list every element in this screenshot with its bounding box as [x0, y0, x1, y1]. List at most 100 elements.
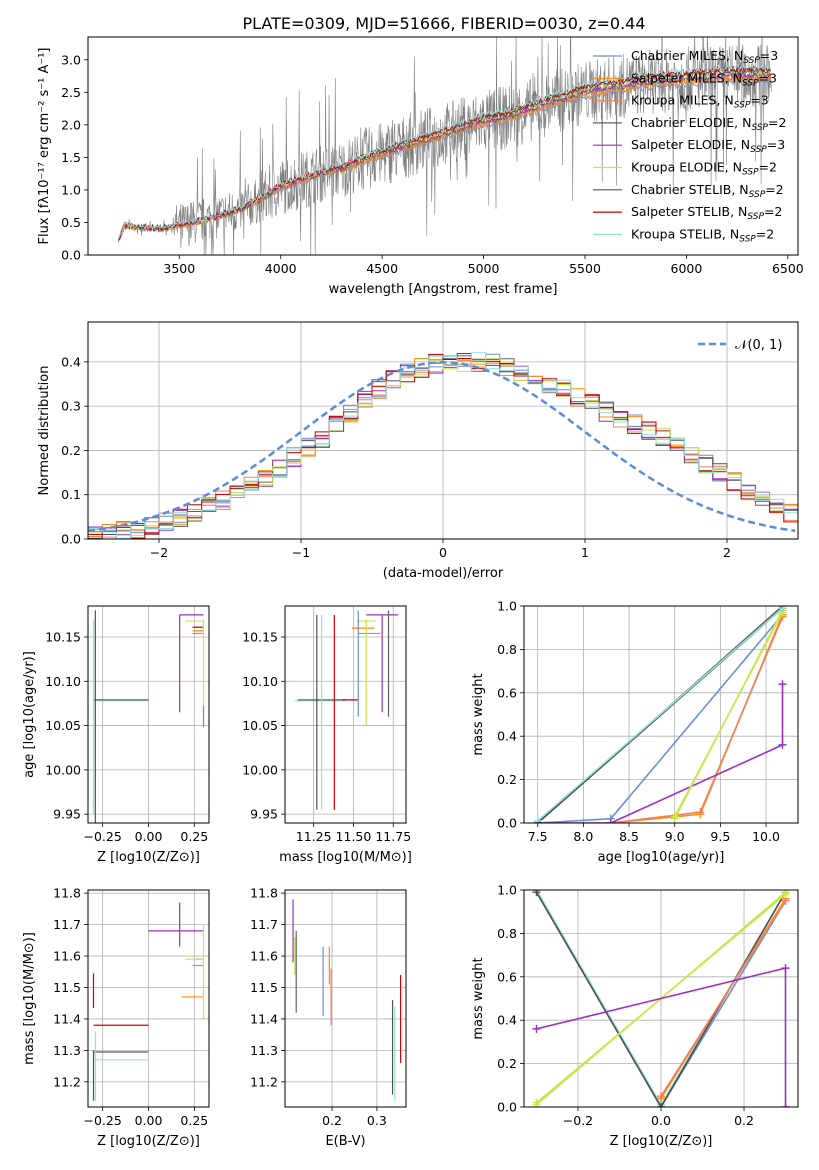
y-tick-label: 0.4 — [497, 729, 517, 744]
plot-area — [294, 610, 399, 810]
plot-area — [532, 890, 790, 1107]
y-tick-label: 1.0 — [497, 883, 517, 898]
y-tick-label: 1.0 — [61, 182, 81, 197]
x-axis-label: Z [log10(Z/Z⊙)] — [610, 1134, 713, 1149]
histogram-kroupa-elodie — [88, 358, 798, 539]
y-tick-label: 0.8 — [497, 926, 517, 941]
series-marker — [781, 890, 790, 897]
x-tick-label: 11.75 — [375, 829, 411, 844]
y-axis-label: Flux [fλ10⁻¹⁷ erg cm⁻² s⁻¹ A⁻¹] — [37, 48, 52, 245]
axes-frame — [523, 605, 799, 824]
y-tick-label: 0.5 — [61, 215, 81, 230]
y-tick-label: 2.0 — [61, 117, 81, 132]
x-axis-label: mass [log10(M/M⊙)] — [279, 850, 412, 865]
y-tick-label: 10.00 — [45, 762, 81, 777]
plot-area — [92, 902, 205, 1101]
mass_weight_vs_Z-panel: −0.2 0.0 0.2 0.0 0.2 0.4 0.6 0.8 1.0 Z [log10(Z/Z… — [471, 883, 799, 1149]
x-tick-label: 0 — [439, 545, 447, 560]
y-tick-label: 10.15 — [242, 630, 278, 645]
residuals-panel: −2 −1 0 1 2 0.0 0.1 0.2 0.3 0.4 (data-model)/error… — [37, 321, 799, 581]
x-tick-label: 0.00 — [135, 829, 163, 844]
y-tick-label: 9.95 — [53, 807, 81, 822]
legend-label: 𝒩(0, 1) — [735, 338, 782, 353]
plot-area — [533, 606, 787, 823]
histogram-salpeter-stelib — [88, 354, 798, 539]
x-tick-label: −2 — [150, 545, 168, 560]
y-tick-label: 0.0 — [497, 1100, 517, 1115]
series-marker — [778, 680, 787, 689]
x-tick-label: 0.3 — [367, 1113, 387, 1128]
y-tick-label: 11.4 — [53, 1011, 81, 1026]
legend-label: Salpeter MILES, NSSP=3 — [631, 70, 777, 88]
series-line — [537, 684, 784, 823]
y-tick-label: 0.0 — [61, 532, 81, 547]
histogram-kroupa-stelib — [88, 352, 798, 539]
y-tick-label: 11.8 — [250, 886, 278, 901]
y-tick-label: 11.6 — [250, 949, 278, 964]
legend-label: Salpeter STELIB, NSSP=2 — [631, 204, 782, 222]
spectrum-panel: 3500 4000 4500 5000 5500 6000 6500 0.0 0.5 1.0 1.5… — [37, 36, 804, 297]
series-marker — [696, 808, 705, 817]
axes-frame — [87, 36, 799, 256]
y-tick-label: 11.3 — [53, 1043, 81, 1058]
series-marker — [781, 964, 790, 973]
x-tick-label: 0.2 — [734, 1113, 754, 1128]
x-axis-label: Z [log10(Z/Z⊙)] — [97, 850, 200, 865]
y-axis-label: mass weight — [471, 957, 486, 1039]
x-tick-label: 4000 — [265, 261, 297, 276]
series-line — [660, 900, 787, 1097]
x-tick-label: 7.5 — [528, 829, 548, 844]
series-marker — [670, 812, 679, 821]
y-tick-label: 0.3 — [61, 399, 81, 414]
x-tick-label: 6500 — [772, 261, 804, 276]
x-tick-label: 1 — [581, 545, 589, 560]
x-tick-label: 11.25 — [296, 829, 332, 844]
series-marker — [532, 890, 541, 897]
y-tick-label: 10.10 — [242, 674, 278, 689]
x-tick-label: 0.25 — [180, 1113, 208, 1128]
y-tick-label: 0.4 — [497, 1013, 517, 1028]
y-tick-label: 0.4 — [61, 354, 81, 369]
y-tick-label: 0.2 — [497, 1056, 517, 1071]
series-marker — [657, 1103, 665, 1107]
y-tick-label: 0.1 — [61, 487, 81, 502]
y-tick-label: 10.10 — [45, 674, 81, 689]
y-tick-label: 10.05 — [45, 718, 81, 733]
y-tick-label: 11.2 — [53, 1074, 81, 1089]
x-tick-label: 2 — [723, 545, 731, 560]
axes-frame — [87, 321, 799, 540]
series-line — [673, 612, 784, 817]
series-line — [537, 607, 784, 822]
x-tick-label: −0.2 — [563, 1113, 593, 1128]
y-tick-label: 11.2 — [250, 1074, 278, 1089]
series-line — [610, 616, 784, 823]
x-tick-label: 11.50 — [336, 829, 372, 844]
axes-frame — [284, 889, 407, 1108]
y-tick-label: 0.6 — [497, 969, 517, 984]
y-axis-label: Normed distribution — [37, 366, 52, 496]
plot-area — [88, 352, 798, 539]
series-marker — [606, 819, 615, 823]
legend-label: Chabrier ELODIE, NSSP=2 — [631, 115, 786, 133]
plot-area — [292, 899, 402, 1101]
x-tick-label: 3500 — [163, 261, 195, 276]
plot-area — [92, 610, 205, 823]
x-tick-label: 0.0 — [651, 1113, 671, 1128]
axes-frame — [87, 889, 210, 1108]
x-tick-label: 9.5 — [710, 829, 730, 844]
x-tick-label: 5500 — [569, 261, 601, 276]
x-tick-label: 6000 — [671, 261, 703, 276]
legend: Chabrier MILES, NSSP=3 Salpeter MILES, NS… — [593, 48, 786, 244]
y-tick-label: 0.2 — [497, 772, 517, 787]
y-tick-label: 11.8 — [53, 886, 81, 901]
y-tick-label: 0.6 — [497, 685, 517, 700]
y-tick-label: 0.0 — [61, 248, 81, 263]
plot-area — [117, 37, 772, 255]
y-tick-label: 0.2 — [61, 443, 81, 458]
y-axis-label: mass [log10(M/M⊙)] — [22, 932, 37, 1065]
series-marker — [532, 1100, 541, 1107]
axes-frame — [523, 889, 799, 1108]
x-tick-label: 8.5 — [619, 829, 639, 844]
x-tick-label: 8.0 — [573, 829, 593, 844]
